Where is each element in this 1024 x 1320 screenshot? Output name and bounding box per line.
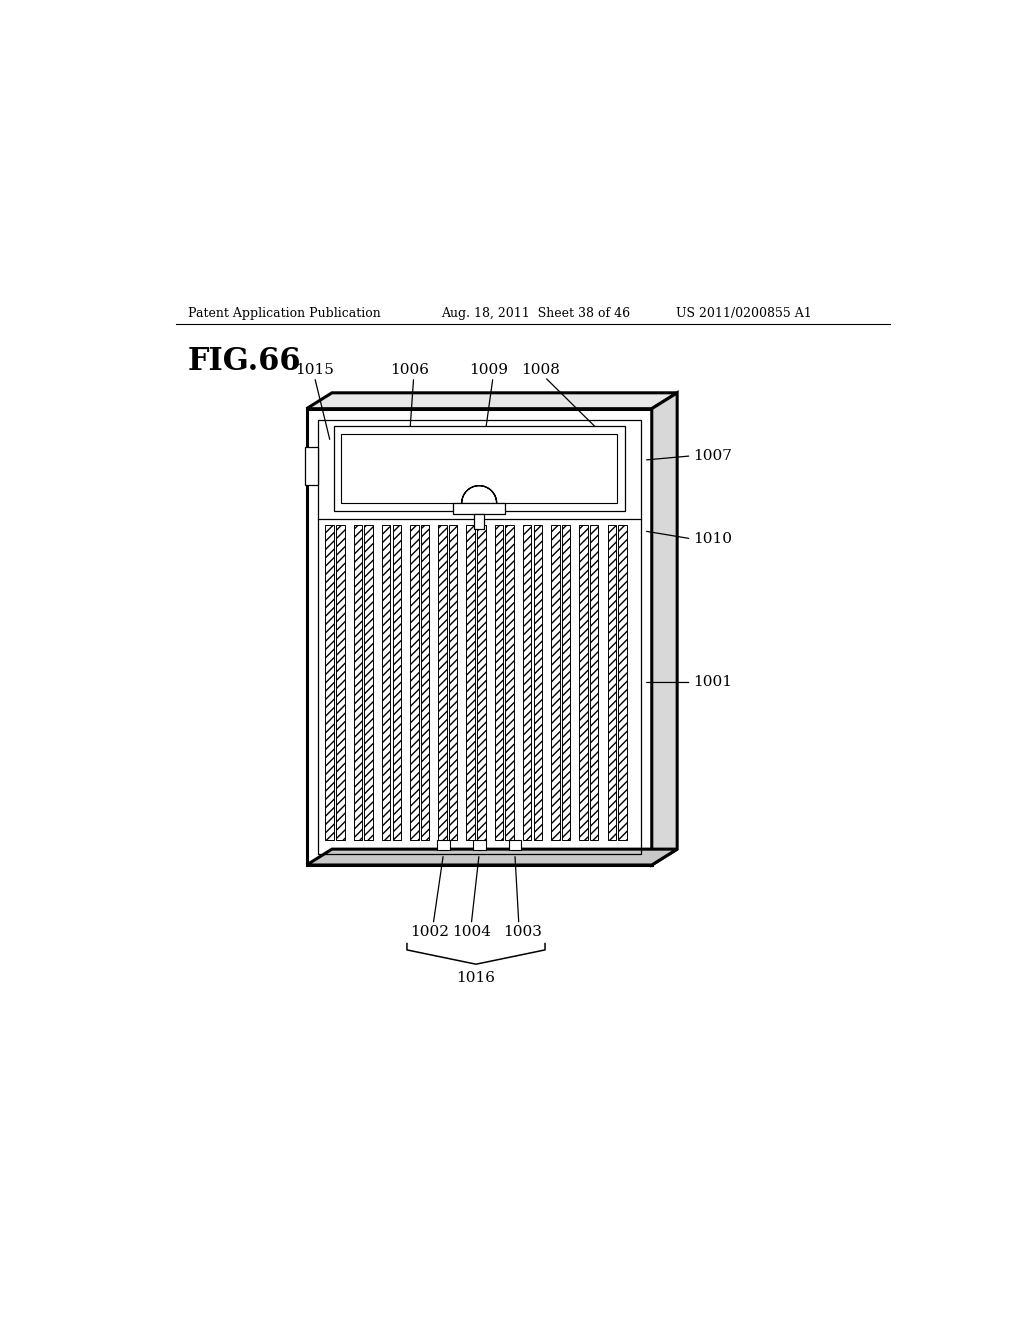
Text: 1004: 1004 bbox=[452, 924, 490, 939]
Text: 1016: 1016 bbox=[457, 970, 496, 985]
Polygon shape bbox=[306, 849, 677, 865]
Bar bbox=[607, 525, 616, 840]
Bar bbox=[438, 525, 446, 840]
Bar bbox=[473, 840, 485, 850]
Text: 1003: 1003 bbox=[504, 924, 543, 939]
Bar bbox=[317, 420, 641, 854]
Bar bbox=[590, 525, 598, 840]
Text: 1002: 1002 bbox=[410, 924, 449, 939]
Bar bbox=[580, 525, 588, 840]
Bar bbox=[551, 525, 559, 840]
Text: 1015: 1015 bbox=[295, 363, 334, 378]
Bar bbox=[305, 447, 317, 486]
Bar bbox=[477, 525, 485, 840]
Bar bbox=[392, 525, 401, 840]
Polygon shape bbox=[306, 393, 677, 409]
Text: FIG.66: FIG.66 bbox=[187, 346, 301, 376]
Bar bbox=[365, 525, 373, 840]
Bar bbox=[336, 525, 345, 840]
Text: 1008: 1008 bbox=[521, 363, 560, 378]
Text: US 2011/0200855 A1: US 2011/0200855 A1 bbox=[676, 308, 811, 319]
Bar bbox=[467, 525, 475, 840]
Bar bbox=[474, 515, 484, 528]
Bar bbox=[454, 503, 505, 515]
Text: 1001: 1001 bbox=[693, 676, 732, 689]
Polygon shape bbox=[652, 393, 677, 865]
Bar bbox=[410, 525, 419, 840]
Bar bbox=[618, 525, 627, 840]
Bar bbox=[341, 434, 616, 503]
Bar bbox=[382, 525, 390, 840]
Bar bbox=[306, 409, 652, 865]
Bar bbox=[506, 525, 514, 840]
Bar bbox=[449, 525, 458, 840]
Bar bbox=[326, 525, 334, 840]
Bar bbox=[509, 840, 521, 850]
Text: 1010: 1010 bbox=[693, 532, 732, 546]
Text: Patent Application Publication: Patent Application Publication bbox=[187, 308, 380, 319]
Text: 1009: 1009 bbox=[470, 363, 509, 378]
Bar bbox=[353, 525, 362, 840]
Bar bbox=[523, 525, 531, 840]
Text: 1007: 1007 bbox=[693, 449, 732, 463]
Bar bbox=[421, 525, 429, 840]
Bar bbox=[334, 426, 625, 511]
Text: Aug. 18, 2011  Sheet 38 of 46: Aug. 18, 2011 Sheet 38 of 46 bbox=[441, 308, 631, 319]
Bar bbox=[495, 525, 503, 840]
Wedge shape bbox=[462, 486, 497, 503]
Bar bbox=[437, 840, 450, 850]
Bar bbox=[562, 525, 570, 840]
Bar bbox=[534, 525, 542, 840]
Text: 1006: 1006 bbox=[390, 363, 429, 378]
